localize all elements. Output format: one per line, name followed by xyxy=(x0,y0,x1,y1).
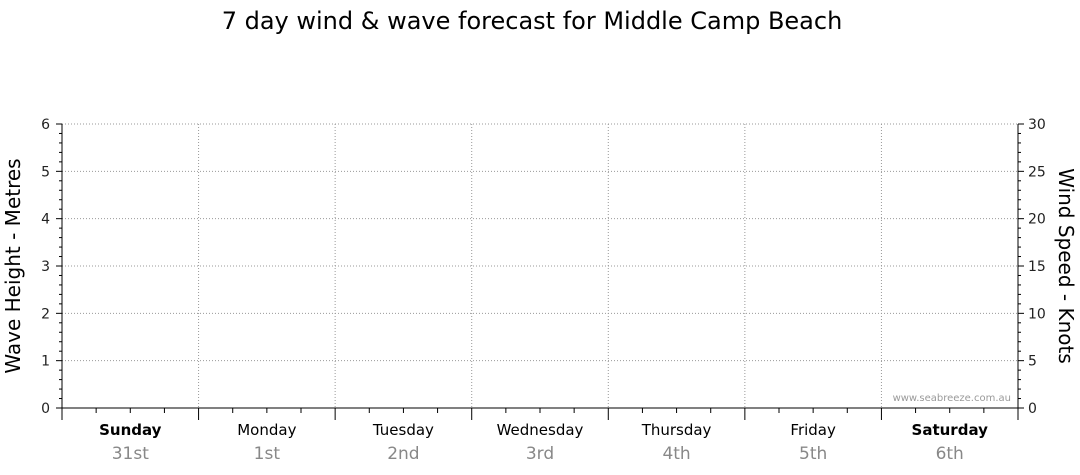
day-name-label: Saturday xyxy=(912,421,989,439)
day-date-label: 5th xyxy=(799,444,827,464)
right-tick-label: 5 xyxy=(1028,354,1037,370)
tick-labels: 0 1 2 3 4 5 6 0 5 10 15 20 25 30 xyxy=(41,117,1046,417)
left-tick-label: 4 xyxy=(41,212,50,228)
day-name-label: Thursday xyxy=(641,421,712,439)
right-tick-label: 30 xyxy=(1028,117,1046,133)
right-axis-title: Wind Speed - Knots xyxy=(1054,168,1078,364)
day-name-label: Tuesday xyxy=(372,421,434,439)
right-tick-label: 10 xyxy=(1028,306,1046,322)
day-date-label: 3rd xyxy=(526,444,554,464)
grid-lines xyxy=(62,123,1018,408)
left-tick-label: 5 xyxy=(41,164,50,180)
chart-title: 7 day wind & wave forecast for Middle Ca… xyxy=(222,7,843,35)
day-date-label: 2nd xyxy=(387,444,419,464)
left-tick-label: 2 xyxy=(41,306,50,322)
right-tick-label: 15 xyxy=(1028,259,1046,275)
day-date-label: 31st xyxy=(112,444,149,464)
day-date-label: 6th xyxy=(936,444,964,464)
watermark: www.seabreeze.com.au xyxy=(893,393,1011,404)
left-tick-label: 3 xyxy=(41,259,50,275)
right-tick-label: 25 xyxy=(1028,164,1046,180)
left-tick-label: 6 xyxy=(41,117,50,133)
day-date-label: 4th xyxy=(662,444,690,464)
right-tick-label: 20 xyxy=(1028,212,1046,228)
day-name-label: Monday xyxy=(237,421,296,439)
day-name-label: Sunday xyxy=(99,421,162,439)
day-date-label: 1st xyxy=(254,444,281,464)
axes xyxy=(56,123,1024,420)
left-tick-label: 0 xyxy=(41,401,50,417)
day-name-label: Friday xyxy=(790,421,836,439)
left-tick-label: 1 xyxy=(41,354,50,370)
day-labels: Sunday 31st Monday 1st Tuesday 2nd Wednesday 3r… xyxy=(99,421,988,464)
right-tick-label: 0 xyxy=(1028,401,1037,417)
day-name-label: Wednesday xyxy=(497,421,584,439)
left-axis-title: Wave Height - Metres xyxy=(1,158,25,373)
